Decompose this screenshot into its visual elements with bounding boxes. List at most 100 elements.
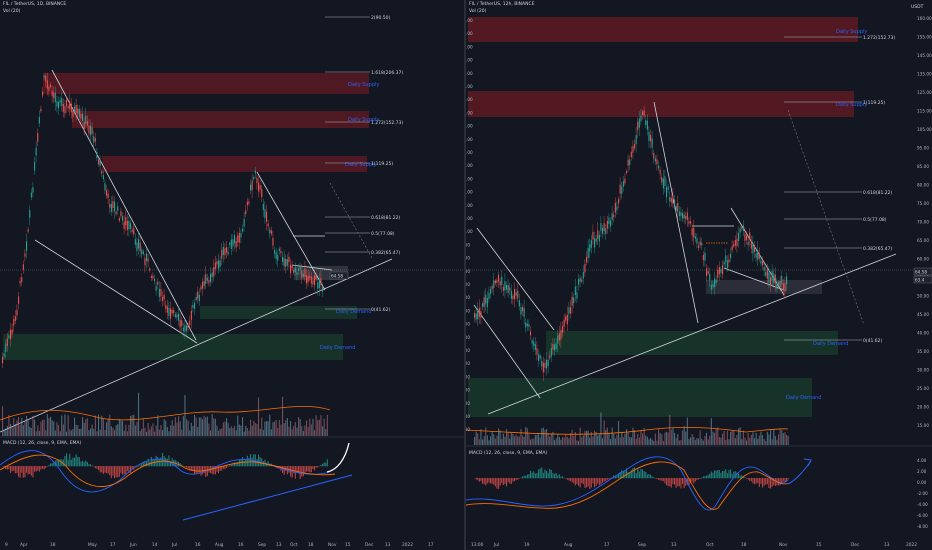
svg-text:65.00: 65.00 [466, 308, 470, 313]
svg-text:Nov: Nov [328, 542, 337, 548]
svg-text:25.00: 25.00 [466, 414, 470, 419]
right-time-axis: 13:00 Jul 19 Aug 17 Sep 13 Oct 18 Nov 15… [471, 542, 917, 548]
svg-text:4.00: 4.00 [917, 458, 927, 463]
right-macd-line [466, 456, 789, 511]
svg-text:May: May [88, 542, 97, 548]
svg-text:155.00: 155.00 [917, 35, 932, 40]
left-fib-label: 1(119.25) [371, 161, 393, 167]
svg-text:-6.00: -6.00 [917, 513, 928, 518]
left-fib-lines [325, 16, 370, 310]
left-chart-canvas[interactable]: Daily Supply Daily Supply Daily Supply D… [0, 0, 464, 550]
svg-text:15.00: 15.00 [917, 423, 929, 428]
svg-text:35.00: 35.00 [917, 349, 929, 354]
svg-text:17: 17 [604, 542, 610, 548]
right-price-badge: 64.58 [915, 270, 927, 275]
left-fib-label: 2(90.50) [371, 15, 391, 21]
panel-divider[interactable] [464, 0, 466, 550]
svg-text:16: 16 [195, 542, 201, 548]
svg-text:90.00: 90.00 [466, 242, 470, 247]
left-supply-zone-2 [72, 111, 369, 128]
svg-text:40.00: 40.00 [917, 331, 929, 336]
svg-text:40.00: 40.00 [466, 374, 470, 379]
right-zone-label-3: Daily Demand [813, 341, 848, 347]
left-supply-zone-3 [102, 156, 367, 172]
svg-text:50.00: 50.00 [466, 348, 470, 353]
svg-text:160.00: 160.00 [917, 16, 932, 21]
svg-text:13: 13 [671, 542, 677, 548]
left-price-candles [2, 72, 324, 369]
left-volume-bars [2, 392, 328, 436]
right-volume-bars [474, 412, 789, 445]
left-signal-line [0, 454, 336, 488]
svg-text:95.00: 95.00 [917, 146, 929, 151]
svg-text:80.00: 80.00 [917, 183, 929, 188]
svg-text:110.00: 110.00 [466, 216, 473, 221]
left-zone-label-2: Daily Supply [348, 117, 379, 123]
left-macd-line [0, 450, 331, 493]
left-fib-label: 1.618(206.37) [371, 70, 403, 76]
left-supply-zone-1 [43, 73, 369, 94]
svg-text:Oct: Oct [706, 542, 714, 548]
svg-text:45.00: 45.00 [917, 312, 929, 317]
svg-text:60.00: 60.00 [917, 257, 929, 262]
left-chart-panel[interactable]: FIL / TetherUS, 1D, BINANCE Vol (20) MAC… [0, 0, 464, 550]
right-signal-line [466, 461, 791, 510]
left-white-arrow [326, 442, 350, 473]
svg-text:Apr: Apr [20, 542, 28, 548]
right-demand-zone-2 [468, 378, 812, 417]
right-inner-price-axis: 260.00 250.00 240.00 230.00 220.00 210.00 200.… [466, 18, 473, 432]
svg-text:260.00: 260.00 [466, 18, 473, 23]
svg-text:230.00: 230.00 [466, 58, 473, 63]
svg-text:13: 13 [276, 542, 282, 548]
svg-text:50.00: 50.00 [917, 294, 929, 299]
svg-text:135.00: 135.00 [917, 72, 932, 77]
svg-text:220.00: 220.00 [466, 71, 473, 76]
right-fib-label: 0(41.62) [863, 338, 883, 344]
svg-text:Sep: Sep [638, 542, 646, 548]
svg-text:105.00: 105.00 [917, 127, 932, 132]
svg-text:120.00: 120.00 [466, 203, 473, 208]
svg-text:170.00: 170.00 [466, 137, 473, 142]
svg-text:2.00: 2.00 [917, 469, 927, 474]
svg-text:85.00: 85.00 [466, 256, 470, 261]
svg-text:65.00: 65.00 [917, 238, 929, 243]
svg-text:Aug: Aug [564, 542, 573, 548]
svg-text:45.00: 45.00 [466, 361, 470, 366]
right-currency-label: USDT [911, 4, 924, 10]
svg-text:Nov: Nov [779, 542, 788, 548]
svg-text:115.00: 115.00 [917, 109, 932, 114]
svg-text:240.00: 240.00 [466, 44, 473, 49]
svg-text:Dec: Dec [365, 542, 374, 548]
svg-text:Jul: Jul [171, 542, 177, 548]
svg-text:15: 15 [816, 542, 822, 548]
svg-text:Aug: Aug [215, 542, 224, 548]
right-symbol-line: FIL / TetherUS, 12h, BINANCE [469, 2, 535, 7]
svg-text:180.00: 180.00 [466, 124, 473, 129]
right-macd-label: MACD (12, 26, close, 9, EMA, EMA) [469, 451, 548, 456]
svg-text:-4.00: -4.00 [917, 502, 928, 507]
left-zone-label-1: Daily Supply [348, 82, 379, 88]
svg-text:18: 18 [50, 542, 56, 548]
svg-text:190.00: 190.00 [466, 110, 473, 115]
svg-text:Oct: Oct [290, 542, 298, 548]
right-price-candles [474, 105, 788, 382]
svg-text:15: 15 [345, 542, 351, 548]
right-chart-canvas[interactable]: Daily Supply Daily Supply Daily Demand D… [466, 0, 932, 550]
right-fib-label: 1(119.25) [863, 100, 885, 106]
svg-text:Jun: Jun [129, 542, 137, 548]
svg-text:80.00: 80.00 [466, 269, 470, 274]
left-blue-trend-arrow [182, 474, 353, 521]
svg-text:16: 16 [238, 542, 244, 548]
right-chart-panel[interactable]: FIL / TetherUS, 12h, BINANCE Vol (20) MA… [466, 0, 932, 550]
svg-text:85.00: 85.00 [917, 164, 929, 169]
svg-text:160.00: 160.00 [466, 150, 473, 155]
svg-text:145.00: 145.00 [917, 53, 932, 58]
left-fib-label: 0(41.62) [371, 307, 391, 313]
svg-text:210.00: 210.00 [466, 84, 473, 89]
svg-text:14: 14 [152, 542, 158, 548]
svg-text:-8.00: -8.00 [917, 524, 928, 529]
left-volume-label: Vol (20) [3, 9, 21, 14]
left-fib-label: 0.382(65.47) [371, 250, 401, 256]
svg-text:20.00: 20.00 [466, 427, 470, 432]
svg-text:Sep: Sep [258, 542, 266, 548]
